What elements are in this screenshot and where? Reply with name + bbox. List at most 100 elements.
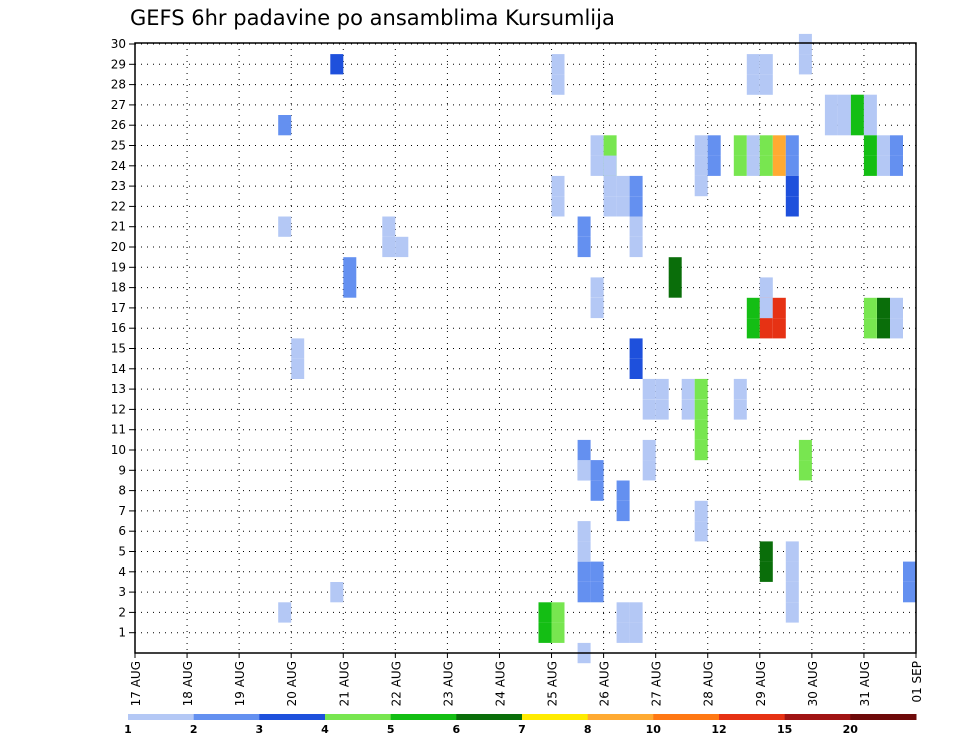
precip-cell bbox=[655, 399, 669, 420]
precip-cell bbox=[291, 358, 305, 379]
precip-cell bbox=[746, 54, 760, 75]
precip-cell bbox=[890, 297, 903, 319]
y-tick-label: 7 bbox=[118, 504, 126, 518]
precip-cell bbox=[629, 216, 643, 237]
precip-cell bbox=[746, 155, 760, 176]
precip-cell bbox=[551, 175, 565, 197]
precip-cell bbox=[772, 297, 786, 319]
y-tick-label: 24 bbox=[111, 159, 126, 173]
grid bbox=[135, 43, 916, 653]
y-tick-label: 1 bbox=[118, 626, 126, 640]
colorbar-segment bbox=[128, 714, 195, 720]
colorbar-segment bbox=[193, 714, 260, 720]
precip-cell bbox=[772, 318, 786, 339]
precip-cell bbox=[798, 460, 812, 481]
precip-cell bbox=[577, 521, 591, 542]
precip-cell bbox=[733, 399, 747, 420]
y-tick-label: 23 bbox=[111, 179, 126, 193]
y-tick-label: 9 bbox=[118, 463, 126, 477]
colorbar-label: 20 bbox=[843, 723, 859, 736]
precip-cell bbox=[733, 155, 747, 176]
precip-cell bbox=[551, 74, 565, 95]
precip-cell bbox=[577, 236, 591, 258]
y-tick-label: 29 bbox=[111, 57, 126, 71]
precip-cell bbox=[785, 561, 799, 582]
precip-cell bbox=[707, 155, 721, 176]
precip-cell bbox=[330, 54, 344, 75]
precip-cell bbox=[733, 135, 747, 156]
colorbar-label: 10 bbox=[646, 723, 662, 736]
precip-cell bbox=[629, 236, 643, 258]
precip-cell bbox=[824, 94, 838, 115]
colorbar-label: 6 bbox=[452, 723, 460, 736]
precip-cell bbox=[382, 236, 396, 258]
precip-cell bbox=[577, 582, 591, 603]
precip-cell bbox=[694, 500, 708, 522]
precip-cell bbox=[629, 358, 643, 379]
precip-cell bbox=[642, 399, 656, 420]
precip-cell bbox=[577, 439, 591, 461]
precip-cell bbox=[694, 521, 708, 542]
y-tick-label: 27 bbox=[111, 98, 126, 112]
colorbar-segment bbox=[719, 714, 786, 720]
precip-cell bbox=[694, 419, 708, 440]
x-axis-ticks: 17 AUG 18 AUG 19 AUG 20 AUG 21 AUG 22 AUG 23 A… bbox=[129, 653, 924, 706]
precip-cell bbox=[551, 622, 565, 643]
precip-cell bbox=[785, 196, 799, 217]
precip-cell bbox=[759, 561, 773, 582]
y-tick-label: 19 bbox=[111, 260, 126, 274]
x-tick-label: 01 SEP bbox=[910, 661, 924, 703]
precip-cell bbox=[759, 54, 773, 75]
precip-cell bbox=[707, 135, 721, 156]
precip-cell bbox=[785, 602, 799, 623]
colorbar-label: 15 bbox=[777, 723, 792, 736]
y-tick-label: 4 bbox=[118, 565, 126, 579]
x-tick-label: 18 AUG bbox=[181, 661, 195, 706]
y-tick-label: 20 bbox=[111, 240, 126, 254]
precip-cell bbox=[759, 277, 773, 298]
y-tick-label: 14 bbox=[111, 362, 126, 376]
precip-cell bbox=[616, 622, 630, 643]
precip-cell bbox=[877, 297, 890, 319]
y-tick-label: 17 bbox=[111, 301, 126, 315]
colorbar-segment bbox=[522, 714, 589, 720]
precip-cell bbox=[863, 135, 877, 156]
precip-cell bbox=[863, 94, 877, 115]
x-tick-label: 24 AUG bbox=[493, 661, 507, 706]
precip-cell bbox=[890, 318, 903, 339]
x-tick-label: 25 AUG bbox=[546, 661, 560, 706]
precip-cell bbox=[903, 561, 916, 582]
y-tick-label: 30 bbox=[111, 37, 126, 51]
colorbar-label: 1 bbox=[124, 723, 132, 736]
precip-cell bbox=[759, 541, 773, 562]
y-axis-ticks: 1234567891011121314151617181920212223242… bbox=[111, 37, 135, 640]
precip-cell bbox=[616, 175, 630, 197]
precip-cell bbox=[577, 561, 591, 582]
precip-cell bbox=[551, 196, 565, 217]
precip-cell bbox=[863, 115, 877, 136]
colorbar-label: 5 bbox=[387, 723, 395, 736]
colorbar-segment bbox=[850, 714, 917, 720]
y-tick-label: 16 bbox=[111, 321, 126, 335]
colorbar-segment bbox=[784, 714, 851, 720]
precip-cell bbox=[590, 460, 604, 481]
precip-cell bbox=[863, 155, 877, 176]
precip-cell bbox=[395, 236, 409, 258]
precip-cell bbox=[681, 378, 695, 400]
precip-cell bbox=[291, 338, 305, 359]
y-tick-label: 28 bbox=[111, 78, 126, 92]
precip-cell bbox=[785, 155, 799, 176]
y-tick-label: 25 bbox=[111, 139, 126, 153]
precip-cell bbox=[746, 297, 760, 319]
colorbar-segment bbox=[456, 714, 523, 720]
precip-cell bbox=[890, 135, 903, 156]
precip-cell bbox=[616, 500, 630, 522]
precip-cell bbox=[590, 155, 604, 176]
x-tick-label: 28 AUG bbox=[702, 661, 716, 706]
precip-cell bbox=[538, 622, 552, 643]
precip-cell bbox=[759, 297, 773, 319]
precip-cell bbox=[694, 439, 708, 461]
colorbar-segment bbox=[587, 714, 654, 720]
y-tick-label: 5 bbox=[118, 545, 126, 559]
